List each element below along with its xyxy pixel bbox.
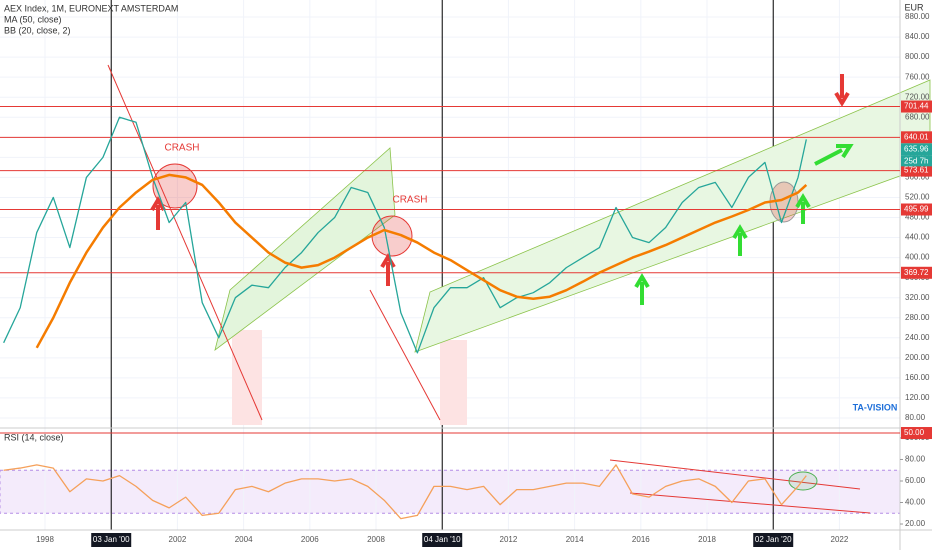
x-tick-label: 02 Jan '20 xyxy=(755,535,792,544)
level-badge xyxy=(901,131,932,144)
x-tick-label: 03 Jan '00 xyxy=(93,535,130,544)
currency: EUR xyxy=(904,2,924,12)
level-label: 369.72 xyxy=(904,268,929,277)
x-tick-label: 2014 xyxy=(566,535,584,544)
x-tick-label: 2008 xyxy=(367,535,385,544)
level-badge xyxy=(901,100,932,113)
y-tick-label: 800.00 xyxy=(905,52,930,61)
highlight xyxy=(152,163,198,209)
level-label: 573.61 xyxy=(904,166,929,175)
level-badge xyxy=(901,164,932,177)
trend-line xyxy=(629,492,871,514)
y-tick-label: 20.00 xyxy=(905,519,926,528)
trend-line xyxy=(107,64,263,421)
y-tick-label: 200.00 xyxy=(905,353,930,362)
arrow xyxy=(795,193,811,224)
countdown: 25d 7h xyxy=(904,156,928,165)
level-badge xyxy=(901,203,932,216)
y-tick-label: 400.00 xyxy=(905,253,930,262)
series-line xyxy=(35,173,808,349)
level-label: 640.01 xyxy=(904,132,929,141)
level-label: 495.99 xyxy=(904,205,929,214)
trend-line xyxy=(369,289,441,421)
highlight xyxy=(371,215,413,257)
x-tick-label: 2002 xyxy=(169,535,187,544)
y-tick-label: 80.00 xyxy=(905,413,926,422)
x-tick-label: 2012 xyxy=(500,535,518,544)
arrow xyxy=(814,144,854,166)
date-badge xyxy=(753,533,794,547)
y-tick-label: 240.00 xyxy=(905,333,930,342)
date-badge xyxy=(422,533,463,547)
arrow xyxy=(634,273,650,305)
rsi-band xyxy=(0,469,901,514)
legend-entry: MA (50, close) xyxy=(4,14,62,24)
trend-line xyxy=(609,459,861,490)
price-badge xyxy=(901,143,932,156)
level-label: 701.44 xyxy=(904,102,929,111)
shade xyxy=(440,340,467,425)
x-tick-label: 04 Jan '10 xyxy=(424,535,461,544)
annotation: CRASH xyxy=(164,143,199,154)
y-tick-label: 840.00 xyxy=(905,32,930,41)
y-tick-label: 120.00 xyxy=(905,393,930,402)
y-tick-label: 760.00 xyxy=(905,72,930,81)
y-tick-label: 880.00 xyxy=(905,12,930,21)
y-tick-label: 560.00 xyxy=(905,173,930,182)
series-line xyxy=(3,464,807,520)
y-tick-label: 680.00 xyxy=(905,112,930,121)
y-tick-label: 80.00 xyxy=(905,455,926,464)
x-tick-label: 2006 xyxy=(301,535,319,544)
watermark: TA-VISION xyxy=(853,402,898,412)
x-tick-label: 2018 xyxy=(698,535,716,544)
level-badge xyxy=(901,427,932,440)
level-badge xyxy=(901,266,932,279)
y-tick-label: 320.00 xyxy=(905,293,930,302)
arrow xyxy=(732,224,748,256)
chart-title: AEX Index, 1M, EURONEXT AMSTERDAM xyxy=(4,3,178,13)
y-tick-label: 520.00 xyxy=(905,193,930,202)
series-line xyxy=(3,116,807,354)
arrow xyxy=(380,253,396,286)
y-tick-label: 480.00 xyxy=(905,213,930,222)
y-tick-label: 280.00 xyxy=(905,313,930,322)
countdown-badge xyxy=(901,155,932,167)
x-tick-label: 2016 xyxy=(632,535,650,544)
y-tick-label: 160.00 xyxy=(905,373,930,382)
date-badge xyxy=(91,533,132,547)
x-tick-label: 2004 xyxy=(235,535,253,544)
legend-entry: BB (20, close, 2) xyxy=(4,25,71,35)
y-tick-label: 440.00 xyxy=(905,233,930,242)
y-tick-label: 720.00 xyxy=(905,92,930,101)
x-tick-label: 1998 xyxy=(36,535,54,544)
price-label: 635.96 xyxy=(904,144,929,153)
level-label: 50.00 xyxy=(904,428,925,437)
x-tick-label: 2022 xyxy=(831,535,849,544)
annotation: CRASH xyxy=(392,195,427,206)
y-tick-label: 40.00 xyxy=(905,498,926,507)
pane-title: RSI (14, close) xyxy=(4,432,64,442)
arrow xyxy=(834,74,850,107)
y-tick-label: 60.00 xyxy=(905,476,926,485)
